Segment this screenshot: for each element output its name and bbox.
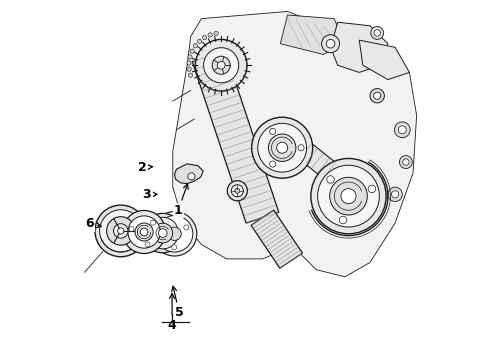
Circle shape [370, 27, 383, 40]
Circle shape [373, 30, 380, 36]
Circle shape [129, 226, 134, 231]
Circle shape [317, 165, 379, 227]
Circle shape [183, 225, 188, 230]
Polygon shape [250, 210, 302, 268]
Circle shape [156, 221, 161, 225]
Circle shape [100, 210, 142, 252]
Circle shape [387, 187, 402, 202]
Circle shape [142, 213, 182, 253]
Circle shape [150, 220, 155, 225]
Circle shape [269, 161, 275, 167]
Polygon shape [359, 40, 408, 80]
Circle shape [394, 122, 409, 138]
Circle shape [231, 185, 243, 197]
Circle shape [234, 188, 239, 193]
Circle shape [197, 39, 202, 44]
Circle shape [329, 177, 366, 215]
Circle shape [339, 216, 346, 224]
Circle shape [167, 227, 181, 240]
Circle shape [186, 67, 191, 71]
Circle shape [95, 205, 146, 257]
Circle shape [152, 212, 196, 256]
Text: 6: 6 [85, 217, 101, 230]
Polygon shape [330, 22, 387, 72]
Circle shape [113, 224, 128, 238]
Circle shape [106, 217, 135, 245]
Circle shape [146, 234, 151, 238]
Circle shape [340, 189, 355, 204]
Circle shape [214, 31, 218, 36]
Polygon shape [281, 129, 347, 188]
Circle shape [171, 244, 176, 249]
Circle shape [212, 56, 230, 74]
Circle shape [118, 228, 123, 234]
Circle shape [369, 89, 384, 103]
Text: 4: 4 [167, 293, 176, 332]
Polygon shape [141, 218, 183, 249]
Polygon shape [172, 12, 416, 277]
Text: 5: 5 [171, 286, 183, 319]
Circle shape [188, 73, 192, 77]
Circle shape [147, 217, 178, 249]
Circle shape [321, 35, 339, 53]
Circle shape [297, 145, 304, 151]
Circle shape [190, 49, 194, 53]
Text: 1: 1 [173, 184, 188, 217]
Circle shape [193, 44, 197, 48]
Circle shape [269, 128, 275, 134]
Circle shape [227, 181, 247, 201]
Circle shape [251, 117, 312, 178]
Circle shape [164, 241, 169, 246]
Polygon shape [174, 164, 203, 184]
Circle shape [326, 176, 334, 183]
Circle shape [161, 224, 165, 229]
Circle shape [122, 211, 165, 253]
Circle shape [398, 126, 406, 134]
Circle shape [391, 191, 398, 198]
Circle shape [325, 40, 334, 48]
Polygon shape [280, 15, 344, 54]
Circle shape [202, 35, 206, 40]
Circle shape [158, 229, 167, 237]
Circle shape [174, 228, 178, 232]
Circle shape [135, 223, 153, 241]
Circle shape [399, 156, 411, 168]
Circle shape [402, 159, 408, 165]
Circle shape [145, 242, 150, 247]
Circle shape [153, 223, 172, 243]
Circle shape [156, 216, 192, 252]
Circle shape [268, 134, 295, 161]
Text: 3: 3 [142, 188, 157, 201]
Circle shape [187, 55, 192, 59]
Circle shape [257, 123, 306, 172]
Polygon shape [192, 51, 278, 223]
Text: 2: 2 [138, 161, 152, 174]
Circle shape [310, 158, 386, 234]
Circle shape [203, 48, 238, 83]
Circle shape [140, 228, 148, 236]
Circle shape [217, 61, 224, 69]
Circle shape [276, 142, 287, 153]
Circle shape [207, 33, 212, 37]
Circle shape [373, 92, 380, 99]
Circle shape [186, 61, 191, 65]
Circle shape [128, 216, 160, 248]
Circle shape [367, 185, 375, 193]
Circle shape [187, 173, 195, 180]
Circle shape [195, 40, 246, 91]
